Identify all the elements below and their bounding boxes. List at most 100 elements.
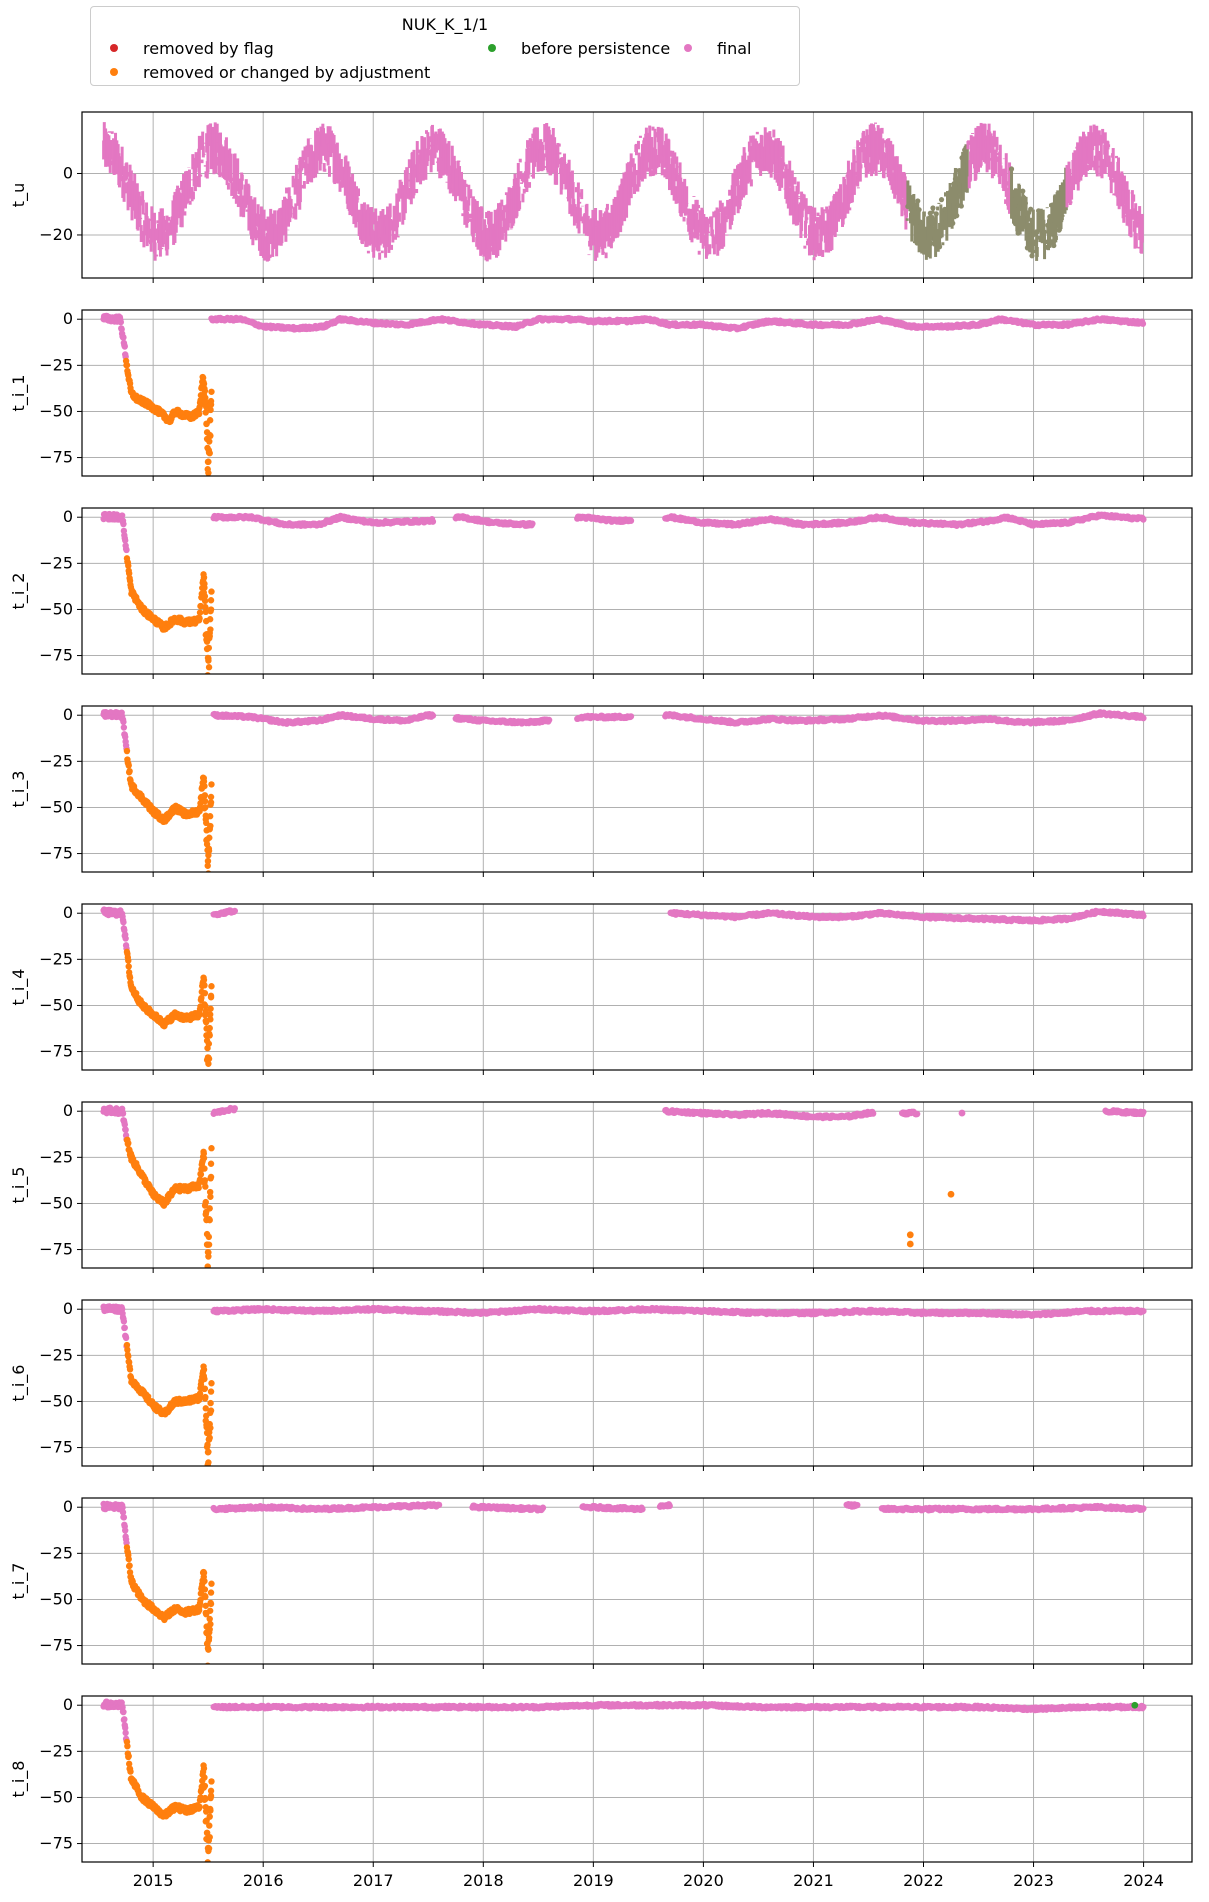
data-point-adjusted (125, 762, 132, 769)
data-point-adjusted (123, 747, 131, 755)
data-point-adjusted (207, 799, 215, 806)
data-point-adjusted (208, 588, 215, 595)
data-point-adjusted (200, 589, 207, 596)
data-point-adjusted (121, 343, 128, 350)
data-point-adjusted (123, 361, 131, 369)
data-point-adjusted (201, 805, 208, 812)
y-tick-label: 0 (63, 507, 73, 526)
data-point-adjusted (207, 822, 214, 830)
data-point-adjusted (126, 767, 133, 775)
data-point-adjusted (205, 847, 213, 854)
data-point-adjusted (205, 870, 212, 872)
data-point-adjusted (204, 672, 211, 674)
data-point-adjusted (200, 574, 208, 581)
data-point-adjusted (117, 318, 125, 326)
data-point-adjusted (202, 816, 209, 823)
data-point-t_u-raw (1041, 229, 1048, 235)
data-point-t_u-raw (1051, 242, 1057, 249)
legend-label-flag: removed by flag (143, 39, 274, 58)
data-point-adjusted (206, 633, 213, 640)
data-points (100, 312, 1147, 476)
data-point-adjusted (201, 584, 208, 591)
legend-label-adjustment: removed or changed by adjustment (143, 63, 431, 82)
data-point-adjusted (207, 406, 214, 414)
data-point-t_u-raw (933, 211, 939, 217)
data-point-final (429, 518, 437, 525)
y-tick-label: −75 (39, 448, 73, 467)
data-point-adjusted (201, 792, 209, 799)
data-point-t_u-raw (958, 203, 964, 209)
data-point-final (1140, 516, 1147, 523)
data-point-t_u-raw (950, 220, 956, 226)
y-tick-label: −75 (39, 844, 73, 863)
legend-label-persistence: before persistence (521, 39, 671, 58)
data-point-adjusted (125, 562, 132, 569)
y-tick-label: −25 (39, 751, 73, 770)
y-axis-label: t_u (9, 183, 29, 207)
data-point-adjusted (207, 597, 215, 604)
y-tick-label: −20 (39, 225, 73, 244)
data-point-adjusted (201, 782, 208, 790)
y-tick-label: −25 (39, 355, 73, 374)
data-point-adjusted (205, 657, 212, 664)
data-point-adjusted (202, 409, 209, 416)
y-tick-label: 0 (63, 309, 73, 328)
legend-marker-persistence (488, 44, 496, 52)
data-point-adjusted (206, 813, 214, 820)
data-point-final (545, 716, 553, 724)
data-point-t_u-raw (916, 207, 922, 213)
y-tick-label: −25 (39, 553, 73, 572)
data-points (100, 708, 1147, 872)
data-point-adjusted (200, 391, 207, 398)
data-point-adjusted (203, 841, 211, 848)
data-point-adjusted (207, 793, 215, 801)
y-tick-label: 0 (63, 705, 73, 724)
data-point-adjusted (206, 449, 213, 457)
data-point-adjusted (205, 458, 212, 465)
data-point-adjusted (208, 781, 215, 788)
data-point-t_u-raw (938, 197, 945, 203)
data-point-final (529, 520, 536, 527)
data-point-t_u-raw (936, 244, 943, 250)
panel-frame (81, 309, 1193, 477)
data-point-adjusted (203, 645, 211, 653)
data-points (102, 122, 1144, 262)
data-point-adjusted (200, 774, 207, 782)
y-tick-label: −50 (39, 401, 73, 420)
panel-frame (81, 507, 1193, 675)
data-point-adjusted (208, 388, 215, 395)
legend-marker-flag (110, 44, 118, 52)
data-point-t_u-raw (928, 240, 934, 246)
legend-label-final: final (717, 39, 752, 58)
legend-title: NUK_K_1/1 (401, 15, 489, 34)
data-point-adjusted (207, 432, 214, 440)
data-point-adjusted (204, 862, 211, 869)
data-point-adjusted (120, 520, 127, 528)
data-point-final (1139, 320, 1147, 327)
data-point-adjusted (196, 609, 204, 616)
data-point-adjusted (206, 616, 214, 623)
data-point-t_u-raw (954, 213, 960, 219)
data-point-adjusted (195, 410, 203, 418)
panel-t_i_3: 0−25−50−75t_i_3 (9, 705, 1193, 877)
data-point-adjusted (204, 857, 212, 865)
data-point-adjusted (200, 380, 208, 388)
data-point-adjusted (207, 626, 214, 633)
y-axis-label: t_i_2 (9, 573, 29, 610)
data-point-t_u-raw (1020, 188, 1026, 194)
y-tick-label: −75 (39, 646, 73, 665)
data-point-adjusted (203, 420, 210, 428)
data-point-adjusted (201, 797, 209, 805)
y-tick-label: 0 (63, 163, 73, 182)
panel-t_i_2: 0 −25 −50 −75 t_i_2 (9, 507, 1193, 679)
data-point-adjusted (196, 615, 203, 622)
panel-t_u: 0 −20 t_u (9, 111, 1193, 283)
data-point-adjusted (205, 469, 212, 476)
data-point-adjusted (205, 664, 213, 671)
data-point-adjusted (120, 718, 127, 726)
y-axis-label: t_i_1 (9, 375, 29, 412)
y-tick-label: −50 (39, 599, 73, 618)
data-point-final (627, 517, 635, 524)
data-point-t_u-raw (930, 205, 936, 211)
data-point-adjusted (207, 401, 215, 408)
